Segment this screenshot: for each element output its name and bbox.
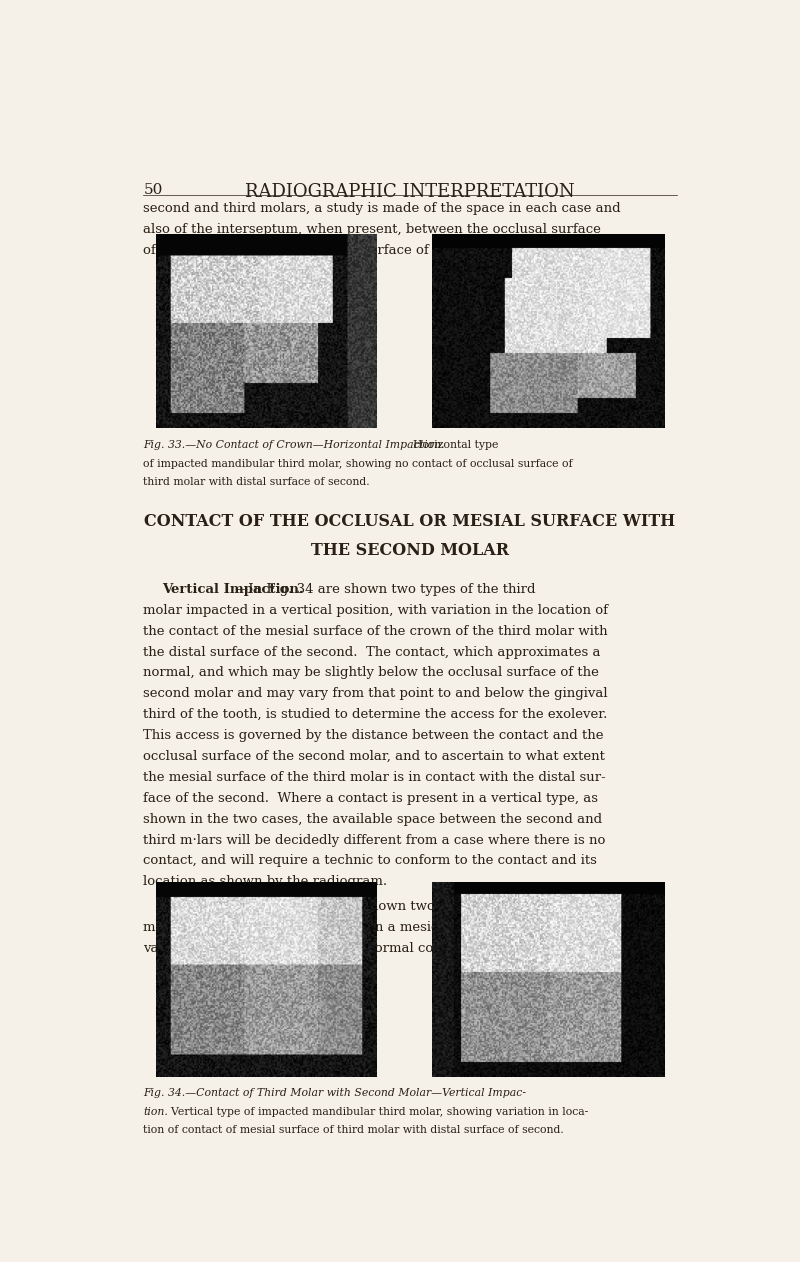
Text: —In Fig. 35 are shown two types of the: —In Fig. 35 are shown two types of the: [254, 900, 518, 914]
Text: 50: 50: [143, 183, 162, 197]
Text: —In Fig. 34 are shown two types of the third: —In Fig. 34 are shown two types of the t…: [235, 583, 536, 596]
Text: normal, and which may be slightly below the occlusal surface of the: normal, and which may be slightly below …: [143, 666, 599, 679]
Text: of the third molar and the distal surface of the second.: of the third molar and the distal surfac…: [143, 244, 510, 256]
Text: third m·lars will be decidedly different from a case where there is no: third m·lars will be decidedly different…: [143, 834, 606, 847]
Text: RADIOGRAPHIC INTERPRETATION: RADIOGRAPHIC INTERPRETATION: [245, 183, 575, 201]
Text: of impacted mandibular third molar, showing no contact of occlusal surface of: of impacted mandibular third molar, show…: [143, 458, 573, 468]
Text: contact, and will require a technic to conform to the contact and its: contact, and will require a technic to c…: [143, 854, 598, 867]
Text: tion.: tion.: [143, 1107, 168, 1117]
Text: Fig. 34.—Contact of Third Molar with Second Molar—Vertical Impac-: Fig. 34.—Contact of Third Molar with Sec…: [143, 1088, 526, 1098]
Text: Fig. 33.—No Contact of Crown—Horizontal Impaction.: Fig. 33.—No Contact of Crown—Horizontal …: [143, 440, 445, 451]
Text: third molar with distal surface of second.: third molar with distal surface of secon…: [143, 477, 370, 487]
Text: third of the tooth, is studied to determine the access for the exolever.: third of the tooth, is studied to determ…: [143, 708, 608, 722]
Text: the mesial surface of the third molar is in contact with the distal sur-: the mesial surface of the third molar is…: [143, 771, 606, 784]
Text: CONTACT OF THE OCCLUSAL OR MESIAL SURFACE WITH: CONTACT OF THE OCCLUSAL OR MESIAL SURFAC…: [144, 512, 676, 530]
Text: shown in the two cases, the available space between the second and: shown in the two cases, the available sp…: [143, 813, 602, 825]
Text: second and third molars, a study is made of the space in each case and: second and third molars, a study is made…: [143, 202, 621, 215]
Text: Mesioangular Impaction.: Mesioangular Impaction.: [162, 900, 348, 914]
Text: This access is governed by the distance between the contact and the: This access is governed by the distance …: [143, 729, 604, 742]
Text: the contact of the mesial surface of the crown of the third molar with: the contact of the mesial surface of the…: [143, 625, 608, 637]
Text: Horizontal type: Horizontal type: [406, 440, 498, 451]
Text: tion of contact of mesial surface of third molar with distal surface of second.: tion of contact of mesial surface of thi…: [143, 1126, 564, 1135]
Text: Vertical Impaction.: Vertical Impaction.: [162, 583, 304, 596]
Text: mandibular third molar impacted in a mesioangular position, with: mandibular third molar impacted in a mes…: [143, 921, 586, 934]
Text: variation in the location of the abnormal contact of the occlusal or: variation in the location of the abnorma…: [143, 941, 588, 955]
Text: occlusal surface of the second molar, and to ascertain to what extent: occlusal surface of the second molar, an…: [143, 750, 606, 764]
Text: face of the second.  Where a contact is present in a vertical type, as: face of the second. Where a contact is p…: [143, 791, 598, 805]
Text: location as shown by the radiogram.: location as shown by the radiogram.: [143, 876, 387, 888]
Text: also of the interseptum, when present, between the occlusal surface: also of the interseptum, when present, b…: [143, 223, 602, 236]
Text: Vertical type of impacted mandibular third molar, showing variation in loca-: Vertical type of impacted mandibular thi…: [164, 1107, 588, 1117]
Text: second molar and may vary from that point to and below the gingival: second molar and may vary from that poin…: [143, 688, 608, 700]
Text: THE SECOND MOLAR: THE SECOND MOLAR: [311, 543, 509, 559]
Text: molar impacted in a vertical position, with variation in the location of: molar impacted in a vertical position, w…: [143, 603, 608, 617]
Text: the distal surface of the second.  The contact, which approximates a: the distal surface of the second. The co…: [143, 646, 601, 659]
